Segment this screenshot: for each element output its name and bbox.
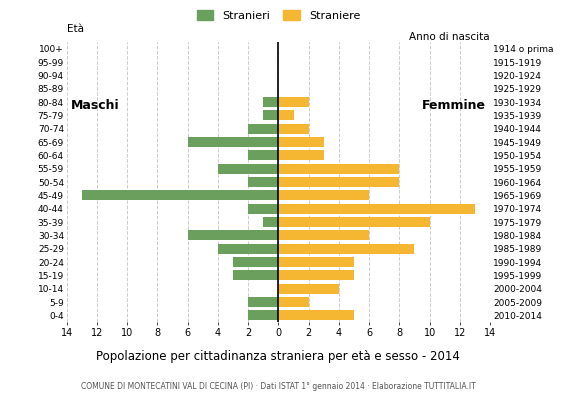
Bar [278,244,415,254]
Bar [278,297,309,307]
Bar [233,270,278,280]
Bar [248,310,278,320]
Bar [278,270,354,280]
Bar [278,204,475,214]
Bar [188,230,278,240]
Bar [218,164,278,174]
Bar [278,124,309,134]
Bar [278,257,354,267]
Legend: Stranieri, Straniere: Stranieri, Straniere [192,6,365,25]
Bar [278,230,369,240]
Bar [278,97,309,107]
Text: Anno di nascita: Anno di nascita [409,32,490,42]
Text: Popolazione per cittadinanza straniera per età e sesso - 2014: Popolazione per cittadinanza straniera p… [96,350,461,363]
Bar [278,110,293,120]
Bar [278,284,339,294]
Bar [248,204,278,214]
Bar [263,217,278,227]
Text: Età: Età [67,24,84,34]
Bar [278,190,369,200]
Bar [82,190,278,200]
Bar [248,177,278,187]
Bar [263,97,278,107]
Bar [233,257,278,267]
Text: Maschi: Maschi [71,99,120,112]
Bar [278,310,354,320]
Bar [248,124,278,134]
Bar [278,137,324,147]
Bar [248,297,278,307]
Bar [278,164,400,174]
Text: COMUNE DI MONTECATINI VAL DI CECINA (PI) · Dati ISTAT 1° gennaio 2014 · Elaboraz: COMUNE DI MONTECATINI VAL DI CECINA (PI)… [81,382,476,391]
Text: Femmine: Femmine [422,99,485,112]
Bar [278,217,430,227]
Bar [188,137,278,147]
Bar [278,150,324,160]
Bar [248,150,278,160]
Bar [263,110,278,120]
Bar [218,244,278,254]
Bar [278,177,400,187]
